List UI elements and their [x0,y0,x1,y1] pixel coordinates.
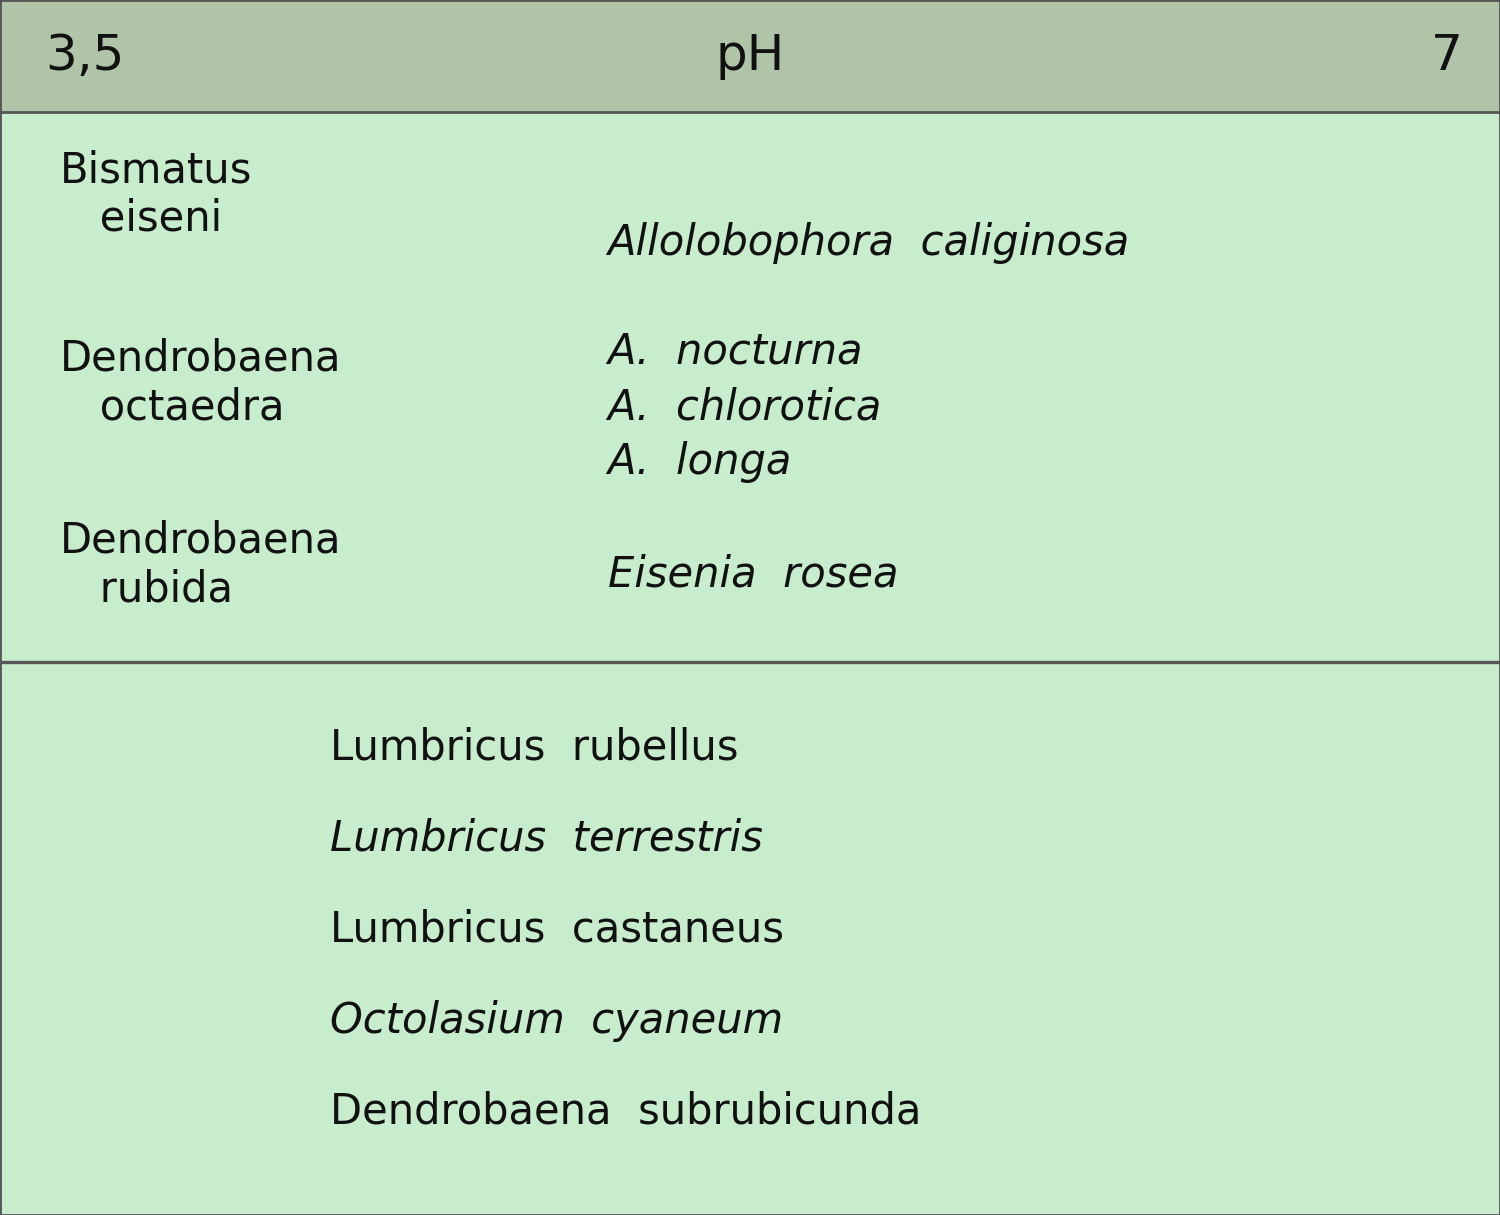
Text: Dendrobaena  subrubicunda: Dendrobaena subrubicunda [330,1091,921,1132]
Bar [0,112,1500,662]
Text: Bismatus
   eiseni: Bismatus eiseni [60,149,252,239]
Bar [0,662,1500,1215]
Text: Octolasium  cyaneum: Octolasium cyaneum [330,1000,783,1041]
Text: Lumbricus  rubellus: Lumbricus rubellus [330,727,738,768]
Text: 7: 7 [1431,32,1462,80]
Text: Eisenia  rosea: Eisenia rosea [608,554,898,595]
Text: Lumbricus  terrestris: Lumbricus terrestris [330,818,764,859]
Bar [0,0,1500,112]
Text: Lumbricus  castaneus: Lumbricus castaneus [330,909,784,950]
Text: Dendrobaena
   octaedra: Dendrobaena octaedra [60,338,342,428]
Text: Dendrobaena
   rubida: Dendrobaena rubida [60,520,342,610]
Text: A.  nocturna
A.  chlorotica
A.  longa: A. nocturna A. chlorotica A. longa [608,330,882,484]
Text: Allolobophora  caliginosa: Allolobophora caliginosa [608,222,1130,264]
Text: pH: pH [716,32,784,80]
Text: 3,5: 3,5 [45,32,125,80]
